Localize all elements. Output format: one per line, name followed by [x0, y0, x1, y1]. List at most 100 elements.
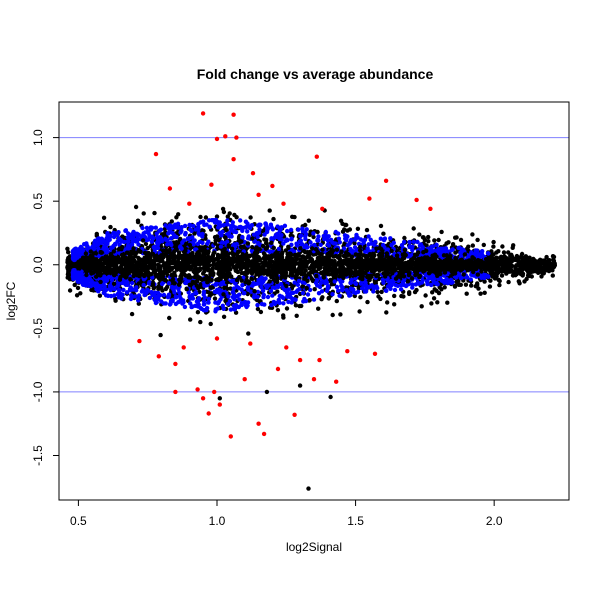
point-black: [299, 303, 304, 309]
point-blue: [220, 229, 225, 234]
point-black: [344, 222, 349, 228]
point-blue: [445, 278, 450, 283]
point-blue: [191, 242, 196, 247]
point-blue: [134, 285, 139, 290]
point-blue: [381, 237, 387, 243]
point-black: [209, 285, 215, 290]
point-blue: [258, 281, 263, 286]
point-black: [550, 273, 555, 278]
point-blue: [72, 268, 77, 273]
point-blue: [326, 243, 332, 248]
point-black: [426, 258, 431, 263]
point-blue: [389, 242, 394, 248]
point-blue: [186, 236, 191, 242]
point-black: [307, 232, 312, 237]
point-blue: [173, 294, 179, 299]
point-black: [411, 226, 416, 231]
point-black: [454, 235, 459, 240]
point-blue: [206, 296, 212, 302]
point-black: [290, 214, 295, 219]
point-blue: [255, 234, 260, 240]
point-black: [214, 234, 220, 239]
point-blue: [292, 280, 297, 285]
point-black: [502, 254, 507, 259]
point-black: [236, 249, 241, 254]
point-black: [533, 262, 538, 267]
point-black: [450, 242, 456, 247]
point-blue: [236, 285, 241, 291]
point-black: [244, 277, 249, 283]
point-black: [227, 211, 232, 216]
point-blue: [353, 276, 358, 281]
point-black: [479, 269, 484, 274]
point-blue: [134, 231, 139, 236]
point-blue: [144, 238, 149, 243]
point-blue: [156, 290, 161, 296]
point-black: [379, 289, 384, 295]
point-black: [424, 243, 429, 248]
point-black: [463, 282, 469, 287]
point-blue: [166, 281, 172, 286]
point-blue: [163, 223, 168, 228]
point-black: [260, 243, 266, 249]
point-blue: [149, 239, 155, 244]
point-black: [336, 260, 342, 265]
point-black: [536, 269, 542, 274]
point-black: [444, 241, 449, 246]
point-blue: [238, 218, 243, 223]
point-black: [78, 291, 83, 296]
point-black: [167, 315, 172, 321]
point-blue: [193, 303, 198, 308]
point-blue: [84, 242, 89, 247]
point-black: [98, 279, 103, 285]
point-blue: [143, 289, 148, 294]
point-blue: [438, 276, 443, 281]
point-black: [407, 290, 412, 295]
point-blue: [441, 279, 446, 284]
point-black: [65, 272, 71, 277]
point-blue: [129, 280, 135, 286]
point-black: [143, 241, 149, 247]
point-black: [223, 235, 228, 240]
point-blue: [281, 295, 286, 301]
point-blue: [243, 219, 249, 224]
point-blue: [176, 225, 181, 230]
point-black: [303, 268, 308, 273]
point-blue: [332, 279, 337, 284]
point-blue: [257, 277, 263, 282]
point-blue: [434, 242, 439, 248]
point-blue: [216, 299, 222, 304]
point-black: [273, 251, 278, 256]
point-blue: [255, 294, 260, 300]
point-black: [123, 275, 129, 280]
point-black: [544, 265, 550, 270]
point-blue: [284, 237, 289, 242]
point-blue: [78, 244, 84, 250]
point-blue: [169, 284, 175, 290]
point-blue: [429, 282, 434, 288]
point-blue: [325, 284, 331, 289]
point-black: [221, 209, 227, 215]
point-blue: [220, 303, 225, 308]
point-black: [392, 302, 397, 307]
point-blue: [399, 243, 405, 248]
point-blue: [307, 287, 313, 293]
point-black: [129, 311, 135, 317]
point-blue: [158, 227, 164, 232]
point-black: [203, 215, 209, 220]
chart-title: Fold change vs average abundance: [197, 66, 434, 82]
point-black: [66, 250, 71, 255]
point-black: [514, 255, 519, 260]
point-black: [381, 231, 386, 236]
point-black: [367, 252, 373, 257]
point-black: [101, 215, 107, 220]
point-blue: [71, 251, 76, 256]
point-black: [349, 254, 355, 259]
point-blue: [228, 307, 234, 312]
point-blue: [348, 280, 353, 286]
point-black: [481, 242, 486, 248]
point-black: [326, 295, 331, 301]
point-blue: [127, 288, 133, 293]
point-black: [72, 282, 77, 288]
point-blue: [87, 275, 92, 280]
